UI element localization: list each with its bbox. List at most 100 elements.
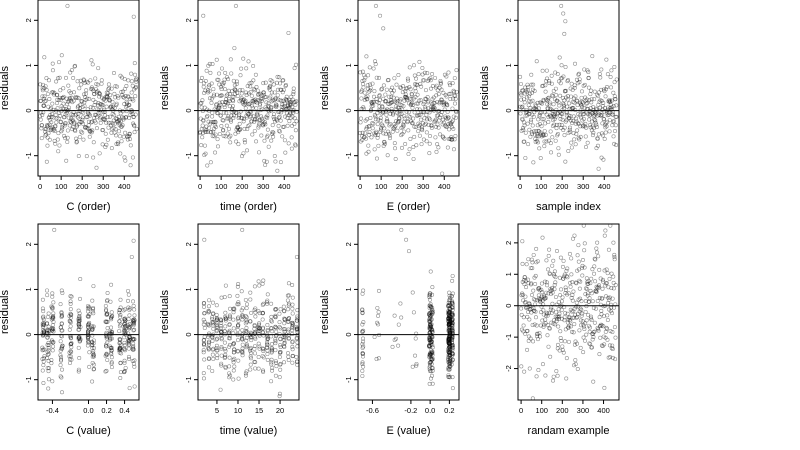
data-point	[93, 112, 98, 117]
data-point	[221, 118, 226, 123]
data-point	[108, 345, 113, 350]
data-point	[248, 346, 253, 351]
data-point	[103, 131, 108, 136]
data-point	[375, 122, 380, 127]
data-point	[46, 348, 51, 353]
data-point	[450, 321, 455, 326]
data-point	[450, 331, 455, 336]
data-point	[606, 107, 611, 112]
data-point	[202, 127, 207, 132]
data-point	[366, 124, 371, 129]
data-point	[536, 368, 541, 373]
data-point	[566, 317, 571, 322]
data-point	[613, 335, 618, 340]
data-point	[450, 352, 455, 357]
data-point	[446, 136, 451, 141]
data-point	[126, 343, 131, 348]
data-point	[411, 156, 416, 161]
data-point	[212, 107, 217, 112]
data-point	[383, 99, 388, 104]
data-point	[428, 315, 433, 320]
data-point	[541, 324, 546, 329]
data-point	[564, 268, 569, 273]
data-point	[418, 98, 423, 103]
data-point	[210, 119, 215, 124]
data-point	[67, 350, 72, 355]
x-tick-label: 0	[518, 182, 522, 191]
data-point	[91, 341, 96, 346]
data-point	[428, 351, 433, 356]
data-point	[450, 386, 455, 391]
data-point	[446, 308, 451, 313]
data-point	[378, 127, 383, 132]
data-point	[243, 100, 248, 105]
data-point	[379, 125, 384, 130]
data-point	[527, 91, 532, 96]
data-point	[377, 98, 382, 103]
data-point	[551, 258, 556, 263]
data-point	[67, 319, 72, 324]
data-point	[427, 381, 432, 386]
data-point	[607, 276, 612, 281]
data-point	[252, 128, 257, 133]
data-point	[559, 125, 564, 130]
data-point	[408, 115, 413, 120]
data-point	[109, 130, 114, 135]
data-point	[429, 339, 434, 344]
data-point	[429, 329, 434, 334]
data-point	[422, 116, 427, 121]
data-point	[211, 87, 216, 92]
data-point	[244, 344, 249, 349]
data-point	[83, 125, 88, 130]
data-point	[569, 309, 574, 314]
data-point	[401, 84, 406, 89]
data-point	[360, 362, 365, 367]
data-point	[247, 81, 252, 86]
data-point	[590, 337, 595, 342]
data-point	[231, 360, 236, 365]
data-point	[449, 137, 454, 142]
data-point	[123, 115, 128, 120]
data-point	[261, 90, 266, 95]
data-point	[449, 312, 454, 317]
data-point	[73, 94, 78, 99]
data-point	[589, 345, 594, 350]
data-point	[269, 326, 274, 331]
data-point	[285, 103, 290, 108]
data-point	[66, 105, 71, 110]
data-point	[280, 78, 285, 83]
data-point	[273, 324, 278, 329]
data-point	[277, 311, 282, 316]
data-point	[261, 90, 266, 95]
data-point	[540, 235, 545, 240]
data-point	[82, 100, 87, 105]
data-point	[206, 310, 211, 315]
data-point	[566, 148, 571, 153]
data-point	[450, 357, 455, 362]
data-point	[558, 293, 563, 298]
data-point	[66, 115, 71, 120]
data-point	[273, 103, 278, 108]
data-point	[260, 354, 265, 359]
data-point	[113, 127, 118, 132]
data-point	[447, 354, 452, 359]
data-point	[123, 320, 128, 325]
data-point	[264, 115, 269, 120]
data-point	[48, 107, 53, 112]
data-point	[374, 129, 379, 134]
data-point	[290, 340, 295, 345]
data-point	[77, 356, 82, 361]
data-point	[608, 309, 613, 314]
data-point	[585, 140, 590, 145]
data-point	[547, 100, 552, 105]
data-point	[134, 126, 139, 131]
data-point	[390, 85, 395, 90]
data-point	[263, 94, 268, 99]
data-point	[524, 109, 529, 114]
data-point	[581, 224, 586, 228]
data-point	[446, 311, 451, 316]
data-point	[448, 349, 453, 354]
y-tick-label: 0	[184, 332, 193, 336]
data-point	[118, 360, 123, 365]
data-point	[241, 116, 246, 121]
